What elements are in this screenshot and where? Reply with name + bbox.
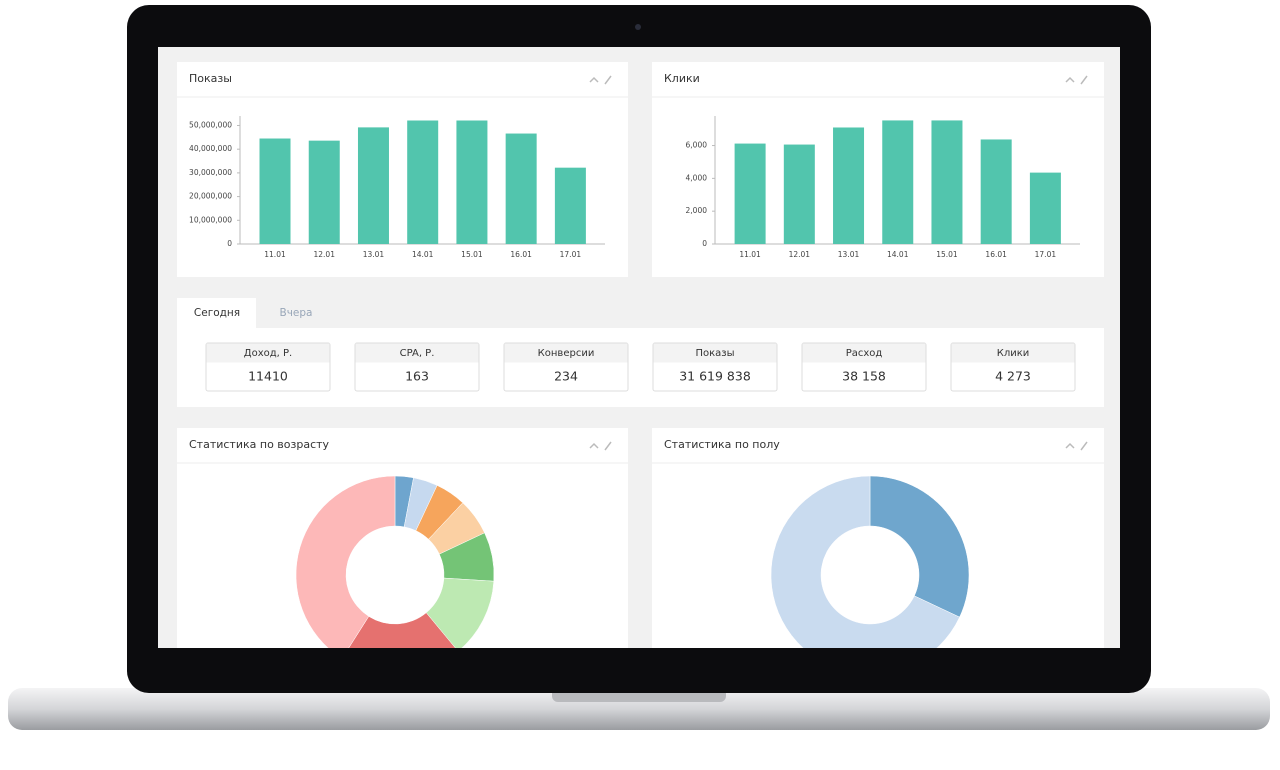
x-tick-label: 12.01 xyxy=(314,250,336,259)
metric-label: CPA, Р. xyxy=(400,348,435,359)
panel-title: Показы xyxy=(189,72,232,85)
bar xyxy=(456,120,488,244)
bar xyxy=(308,140,340,244)
settings-icon xyxy=(1080,75,1088,85)
bar xyxy=(505,133,537,244)
metric-label: Показы xyxy=(695,348,734,359)
tab xyxy=(177,298,256,329)
metric-label: Расход xyxy=(846,348,883,359)
metric-label: Доход, Р. xyxy=(244,348,292,359)
panel xyxy=(652,62,1104,277)
panel xyxy=(652,428,1104,648)
panel-title: Клики xyxy=(664,72,700,85)
y-tick-label: 0 xyxy=(227,239,232,248)
collapse-icon xyxy=(1065,442,1075,449)
metric-header xyxy=(355,343,479,363)
donut-slice xyxy=(869,475,970,618)
panel-title: Статистика по возрасту xyxy=(189,438,330,451)
metric-value: 4 273 xyxy=(995,369,1031,384)
bar xyxy=(980,139,1012,244)
y-tick-label: 50,000,000 xyxy=(189,120,232,129)
y-tick-label: 2,000 xyxy=(686,206,708,215)
metric-value: 163 xyxy=(405,369,429,384)
x-tick-label: 11.01 xyxy=(739,250,761,259)
bar xyxy=(259,138,291,244)
collapse-icon xyxy=(589,76,599,83)
settings-icon xyxy=(604,75,612,85)
bar xyxy=(357,127,389,244)
x-tick-label: 16.01 xyxy=(985,250,1007,259)
collapse-icon xyxy=(1065,76,1075,83)
x-tick-label: 14.01 xyxy=(887,250,909,259)
y-tick-label: 6,000 xyxy=(686,141,708,150)
bar xyxy=(931,120,963,244)
tab-label: Сегодня xyxy=(194,307,240,319)
collapse-icon xyxy=(589,442,599,449)
metric-header xyxy=(206,343,330,363)
metric-header xyxy=(653,343,777,363)
x-tick-label: 12.01 xyxy=(789,250,811,259)
settings-icon xyxy=(1080,441,1088,451)
tab-label: Вчера xyxy=(280,307,313,319)
laptop-base xyxy=(8,688,1270,730)
metric-header xyxy=(504,343,628,363)
x-tick-label: 15.01 xyxy=(936,250,958,259)
donut-slice xyxy=(348,612,456,648)
y-tick-label: 4,000 xyxy=(686,173,708,182)
donut-slice xyxy=(770,475,960,648)
y-tick-label: 30,000,000 xyxy=(189,168,232,177)
y-tick-label: 20,000,000 xyxy=(189,192,232,201)
settings-icon xyxy=(604,441,612,451)
bar xyxy=(1029,172,1061,244)
bar xyxy=(833,127,865,244)
donut-slice xyxy=(425,577,495,648)
x-tick-label: 11.01 xyxy=(264,250,286,259)
bar xyxy=(882,120,914,244)
metric-value: 38 158 xyxy=(842,369,886,384)
camera xyxy=(635,24,641,30)
x-tick-label: 13.01 xyxy=(363,250,385,259)
y-tick-label: 0 xyxy=(702,239,707,248)
panel xyxy=(177,428,628,648)
x-tick-label: 15.01 xyxy=(461,250,483,259)
x-tick-label: 14.01 xyxy=(412,250,434,259)
bar xyxy=(734,143,766,244)
metric-header xyxy=(802,343,926,363)
bar xyxy=(554,167,586,244)
metrics-panel xyxy=(177,328,1104,407)
panel-title: Статистика по полу xyxy=(664,438,780,451)
screen: Показы 0 10,000,000 20,000,000 30,000,000 40,… xyxy=(158,47,1120,648)
x-tick-label: 13.01 xyxy=(838,250,860,259)
metric-value: 11410 xyxy=(248,369,288,384)
y-tick-label: 10,000,000 xyxy=(189,215,232,224)
metric-label: Конверсии xyxy=(538,348,595,359)
donut-slice xyxy=(295,475,396,648)
metric-label: Клики xyxy=(997,348,1030,359)
x-tick-label: 17.01 xyxy=(1035,250,1057,259)
y-tick-label: 40,000,000 xyxy=(189,144,232,153)
x-tick-label: 16.01 xyxy=(510,250,532,259)
metric-header xyxy=(951,343,1075,363)
metric-value: 31 619 838 xyxy=(679,369,751,384)
bar xyxy=(783,144,815,244)
bar xyxy=(407,120,439,244)
x-tick-label: 17.01 xyxy=(560,250,582,259)
panel xyxy=(177,62,628,277)
metric-value: 234 xyxy=(554,369,578,384)
